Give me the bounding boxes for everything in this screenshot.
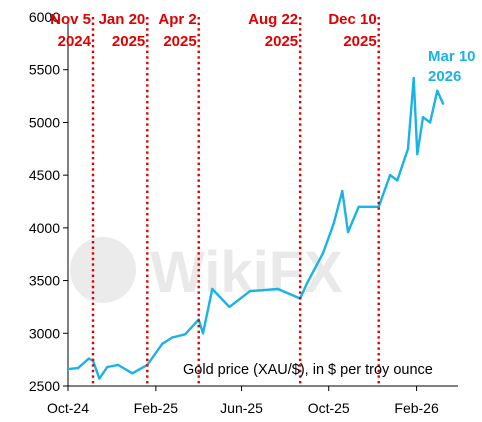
- series-labels: Mar 10 2026: [428, 48, 476, 85]
- event-markers: Nov 5 2024 Jan 20 2025 Apr 2 2025 Aug 22 2025 De…: [50, 11, 380, 386]
- event-label-date: Apr 2: [158, 11, 196, 28]
- event-label-date: Nov 5: [50, 11, 91, 28]
- y-tick-label: 4500: [29, 167, 60, 183]
- gold-price-point: [211, 287, 214, 291]
- event-label-year: 2024: [58, 33, 92, 50]
- x-tick-label: Feb-26: [394, 400, 439, 416]
- gold-price-point: [321, 252, 325, 255]
- gold-price-point: [98, 377, 101, 380]
- y-tick-label: 3000: [29, 325, 60, 341]
- gold-price-point: [346, 230, 350, 234]
- gold-price-point: [276, 287, 280, 291]
- gold-price-point: [388, 173, 392, 177]
- event-label-date: Jan 20: [99, 11, 146, 28]
- y-tick-label: 2500: [29, 378, 60, 394]
- gold-price-point: [332, 222, 335, 225]
- event-label-year: 2025: [343, 33, 376, 50]
- gold-price-point: [341, 189, 344, 193]
- series-layer: [66, 76, 445, 380]
- gold-price-point: [76, 366, 80, 370]
- gold-price-point: [377, 205, 380, 208]
- gold-price-point: [248, 289, 252, 293]
- watermark: WikiFX: [70, 237, 343, 305]
- y-tick-label: 3500: [29, 273, 60, 289]
- gold-price-point: [441, 102, 445, 105]
- gold-price-point: [131, 372, 134, 375]
- x-axis-ticks: Oct-24 Feb-25 Jun-25 Oct-25 Feb-26: [47, 386, 439, 416]
- gold-price-point: [357, 205, 360, 208]
- gold-price-point: [183, 333, 187, 336]
- y-tick-label: 5500: [29, 62, 60, 78]
- gold-price-point: [306, 281, 309, 284]
- event-label-year: 2025: [265, 33, 298, 50]
- x-tick-label: Jun-25: [220, 400, 263, 416]
- x-tick-label: Oct-25: [308, 400, 350, 416]
- gold-price-point: [87, 357, 90, 360]
- gold-price-point: [201, 332, 205, 335]
- x-tick-label: Feb-25: [134, 400, 179, 416]
- x-tick-label: Oct-24: [47, 400, 89, 416]
- gold-price-point: [406, 147, 410, 150]
- gold-price-point: [171, 336, 174, 339]
- gold-price-point: [428, 121, 432, 124]
- gold-price-point: [228, 305, 231, 309]
- gold-price-point: [436, 89, 439, 93]
- chart-caption: Gold price (XAU/$), in $ per troy ounce: [183, 362, 433, 378]
- gold-price-point: [412, 76, 415, 80]
- gold-price-point: [66, 367, 70, 371]
- gold-price-line: [66, 76, 445, 380]
- watermark-logo-icon: [70, 237, 136, 303]
- y-tick-label: 4000: [29, 220, 60, 236]
- y-tick-label: 5000: [29, 114, 60, 130]
- y-axis-ticks: 2500 3000 3500 4000 4500 5000 5500 6000: [29, 9, 68, 394]
- event-label-date: Aug 22: [248, 11, 298, 28]
- gold-price-point: [116, 363, 120, 367]
- last-point-label-year: 2026: [428, 68, 461, 85]
- event-label-year: 2025: [112, 33, 145, 50]
- event-label-date: Dec 10: [328, 11, 376, 28]
- gold-price-point: [421, 116, 425, 119]
- gold-price-point: [106, 365, 109, 369]
- gold-price-point: [396, 179, 399, 182]
- gold-price-point: [161, 342, 164, 345]
- y-tick-label: 6000: [29, 9, 60, 25]
- gold-price-point: [416, 152, 419, 156]
- event-label-year: 2025: [163, 33, 196, 50]
- last-point-label-date: Mar 10: [428, 48, 476, 65]
